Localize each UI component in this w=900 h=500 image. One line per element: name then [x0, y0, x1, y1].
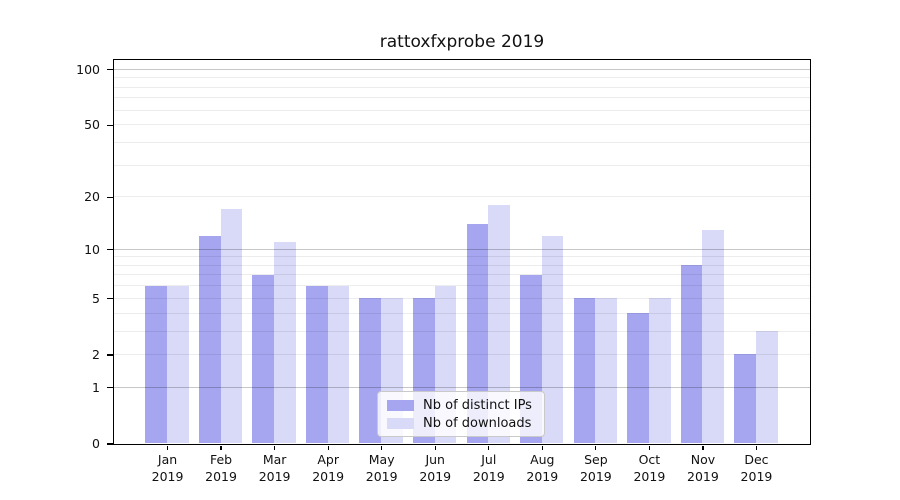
- bar-ips-oct: [627, 313, 649, 444]
- x-tick-jun: [434, 445, 436, 450]
- y-tick-2: [106, 354, 114, 356]
- gridline-minor-4: [113, 312, 810, 314]
- gridline-minor-70: [113, 97, 810, 99]
- gridline-minor-9: [113, 256, 810, 258]
- bar-ips-sep: [573, 298, 596, 444]
- bar-downloads-mar: [274, 242, 296, 444]
- x-tick-nov: [702, 445, 704, 450]
- x-tick-dec: [755, 445, 758, 450]
- bar-downloads-nov: [702, 229, 725, 444]
- x-tick-jul: [488, 445, 490, 450]
- y-tick-label-20: 20: [84, 189, 100, 205]
- y-tick-label-0: 0: [92, 436, 100, 451]
- gridline-minor-7: [113, 274, 810, 276]
- y-tick-10: [106, 248, 114, 251]
- bar-downloads-oct: [648, 298, 671, 444]
- legend-swatch-downloads: [387, 417, 414, 429]
- y-tick-5: [106, 298, 114, 300]
- bar-downloads-jul: [488, 204, 510, 444]
- x-tick-label-jul: Jul 2019: [472, 452, 505, 484]
- gridline-major-100: [113, 68, 810, 70]
- bar-downloads-aug: [541, 235, 564, 444]
- x-tick-label-oct: Oct 2019: [633, 452, 666, 484]
- bar-ips-may: [359, 298, 382, 444]
- gridline-minor-50: [113, 124, 810, 126]
- x-tick-label-may: May 2019: [365, 452, 398, 484]
- x-tick-label-apr: Apr 2019: [312, 452, 345, 484]
- bar-ips-mar: [252, 274, 275, 444]
- x-tick-label-aug: Aug 2019: [526, 452, 559, 484]
- x-tick-label-nov: Nov 2019: [687, 452, 719, 484]
- y-tick-1: [106, 387, 114, 389]
- x-tick-jan: [166, 445, 169, 450]
- bar-ips-dec: [734, 354, 756, 444]
- gridline-major-1: [113, 386, 810, 388]
- y-tick-50: [106, 124, 114, 126]
- bar-ips-jan: [145, 285, 168, 444]
- bar-downloads-apr: [327, 285, 350, 444]
- bar-ips-feb: [198, 235, 221, 444]
- gridline-minor-60: [113, 109, 810, 111]
- y-tick-label-2: 2: [92, 346, 100, 362]
- y-tick-label-1: 1: [92, 379, 100, 395]
- x-tick-label-sep: Sep 2019: [579, 452, 612, 484]
- bar-ips-apr: [305, 285, 328, 444]
- gridline-minor-2: [113, 353, 810, 355]
- chart-title: rattoxfxprobe 2019: [379, 32, 545, 52]
- legend-item-distinct-ips: Nb of distinct IPs: [387, 398, 535, 413]
- bar-downloads-dec: [755, 331, 778, 444]
- gridline-minor-5: [113, 297, 810, 299]
- gridline-minor-20: [113, 196, 810, 198]
- gridline-minor-40: [113, 141, 810, 143]
- x-tick-apr: [327, 445, 329, 450]
- gridline-minor-90: [113, 77, 810, 79]
- x-tick-mar: [273, 445, 276, 450]
- x-tick-label-jan: Jan 2019: [151, 452, 184, 484]
- x-tick-label-dec: Dec 2019: [740, 452, 773, 484]
- plot-area: [112, 58, 811, 445]
- gridline-minor-3: [113, 330, 810, 332]
- legend: Nb of distinct IPs Nb of downloads: [377, 391, 545, 437]
- x-tick-aug: [541, 445, 543, 450]
- y-tick-0: [106, 443, 114, 445]
- x-tick-sep: [595, 445, 597, 450]
- legend-item-downloads: Nb of downloads: [387, 416, 535, 431]
- y-tick-label-10: 10: [84, 241, 100, 257]
- bar-ips-nov: [680, 265, 703, 444]
- y-tick-label-5: 5: [92, 290, 100, 306]
- y-tick-label-50: 50: [84, 117, 100, 133]
- bar-downloads-feb: [220, 209, 243, 444]
- x-tick-oct: [648, 445, 651, 450]
- x-tick-label-jun: Jun 2019: [419, 452, 452, 484]
- bar-downloads-jan: [167, 285, 189, 444]
- gridline-minor-6: [113, 285, 810, 287]
- legend-swatch-distinct-ips: [387, 399, 414, 411]
- legend-label-downloads: Nb of downloads: [423, 415, 532, 431]
- bar-downloads-sep: [595, 298, 618, 444]
- bar-ips-jul: [466, 223, 489, 444]
- x-tick-may: [381, 445, 383, 450]
- y-tick-20: [106, 196, 114, 198]
- x-tick-label-feb: Feb 2019: [205, 452, 237, 484]
- y-tick-100: [106, 69, 114, 71]
- x-tick-label-mar: Mar 2019: [258, 452, 291, 484]
- y-tick-label-100: 100: [76, 61, 100, 77]
- gridline-minor-30: [113, 164, 810, 166]
- gridline-minor-80: [113, 86, 810, 88]
- legend-label-distinct-ips: Nb of distinct IPs: [423, 397, 532, 413]
- x-tick-feb: [220, 445, 222, 450]
- gridline-minor-8: [113, 264, 810, 266]
- gridline-major-10: [113, 248, 810, 250]
